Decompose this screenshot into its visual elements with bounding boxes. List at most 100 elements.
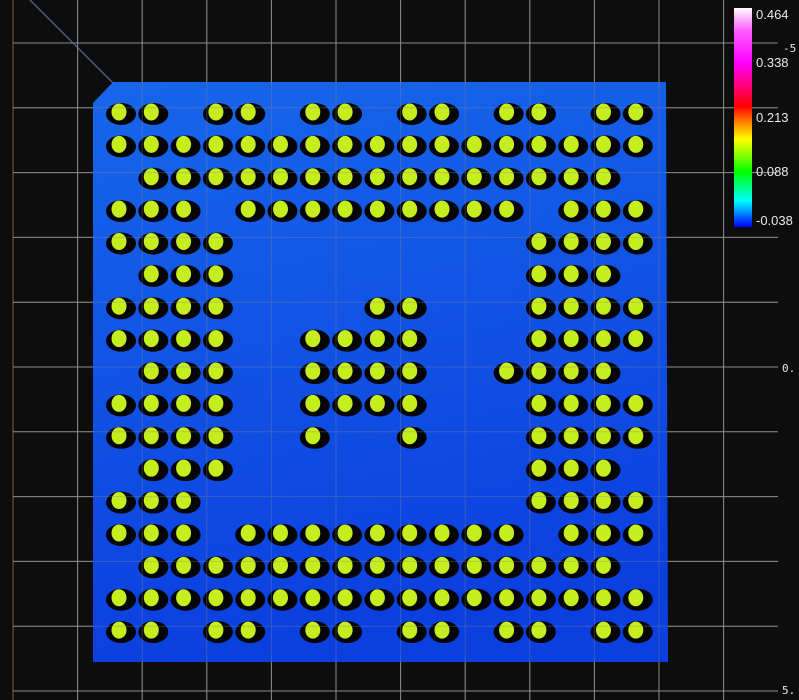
ball-top <box>466 200 482 218</box>
solder-ball <box>396 621 427 644</box>
ball-top <box>402 362 418 380</box>
solder-ball <box>396 523 427 546</box>
ball-top <box>176 459 192 477</box>
ball-top <box>369 168 385 186</box>
solder-ball <box>622 135 653 158</box>
solder-ball <box>525 167 556 190</box>
ball-top <box>402 524 418 542</box>
ball-top <box>531 330 547 348</box>
solder-ball <box>332 523 363 546</box>
solder-ball <box>364 394 395 417</box>
solder-ball <box>106 394 136 417</box>
ball-top <box>596 200 611 218</box>
solder-ball <box>622 103 653 125</box>
ball-top <box>531 233 547 251</box>
ball-top <box>240 200 256 218</box>
solder-ball <box>590 394 621 417</box>
ball-top <box>369 394 385 412</box>
solder-ball <box>106 523 136 546</box>
ball-top <box>176 362 192 380</box>
solder-ball <box>493 588 524 611</box>
solder-ball <box>332 200 363 223</box>
solder-ball <box>558 135 589 158</box>
ball-top <box>143 362 159 380</box>
ball-top <box>273 556 288 574</box>
solder-ball <box>235 588 266 611</box>
ball-top <box>337 556 353 574</box>
ball-top <box>305 556 321 574</box>
ball-top <box>402 427 418 445</box>
ball-top <box>240 135 256 153</box>
ball-top <box>628 394 644 412</box>
solder-ball <box>170 232 201 255</box>
solder-ball <box>558 491 589 514</box>
solder-ball <box>332 329 363 352</box>
solder-ball <box>106 621 136 644</box>
colorbar-tick: 0.338 <box>756 55 789 70</box>
solder-ball <box>299 523 330 546</box>
ball-top <box>176 556 192 574</box>
ball-top <box>111 492 127 510</box>
solder-ball <box>170 556 201 579</box>
ball-top <box>273 589 288 607</box>
ball-top <box>176 394 192 412</box>
ball-top <box>369 330 385 348</box>
ball-top <box>563 459 579 477</box>
ball-top <box>208 168 224 186</box>
ball-top <box>337 103 353 121</box>
ball-top <box>305 200 321 218</box>
solder-ball <box>170 264 201 287</box>
solder-ball <box>106 297 136 320</box>
ball-top <box>563 168 579 186</box>
ball-top <box>434 103 450 121</box>
solder-ball <box>461 167 492 190</box>
ball-top <box>369 524 385 542</box>
ball-top <box>434 589 450 607</box>
solder-ball <box>590 297 621 320</box>
solder-ball <box>396 588 427 611</box>
ball-top <box>337 200 353 218</box>
ball-top <box>143 492 159 510</box>
ball-top <box>305 427 321 445</box>
ball-top <box>305 168 321 186</box>
solder-ball <box>558 426 589 449</box>
ball-top <box>596 427 611 445</box>
ball-top <box>531 135 547 153</box>
solder-ball <box>364 200 395 223</box>
ball-top <box>337 135 353 153</box>
solder-ball <box>235 135 266 158</box>
solder-ball <box>299 167 330 190</box>
solder-ball <box>364 523 395 546</box>
solder-ball <box>364 362 395 385</box>
ball-top <box>305 621 321 639</box>
solder-ball <box>590 621 621 644</box>
solder-ball <box>396 394 427 417</box>
ball-top <box>111 394 127 412</box>
solder-ball <box>299 556 330 579</box>
ball-top <box>337 362 353 380</box>
solder-ball <box>558 362 589 385</box>
solder-ball <box>267 556 298 579</box>
ball-top <box>596 135 611 153</box>
ball-top <box>176 330 192 348</box>
solder-ball <box>299 135 330 158</box>
ball-top <box>531 168 547 186</box>
solder-ball <box>590 103 621 125</box>
ball-top <box>596 394 611 412</box>
ball-top <box>208 265 224 283</box>
ball-top <box>499 589 515 607</box>
ball-top <box>563 589 579 607</box>
ball-top <box>531 492 547 510</box>
ball-top <box>305 524 321 542</box>
ball-top <box>628 297 644 315</box>
solder-ball <box>138 523 169 546</box>
ball-top <box>628 330 644 348</box>
ball-top <box>273 168 288 186</box>
ball-top <box>208 103 224 121</box>
ball-top <box>176 427 192 445</box>
ball-top <box>111 524 127 542</box>
ball-top <box>143 427 159 445</box>
solder-ball <box>170 394 201 417</box>
ball-top <box>402 330 418 348</box>
